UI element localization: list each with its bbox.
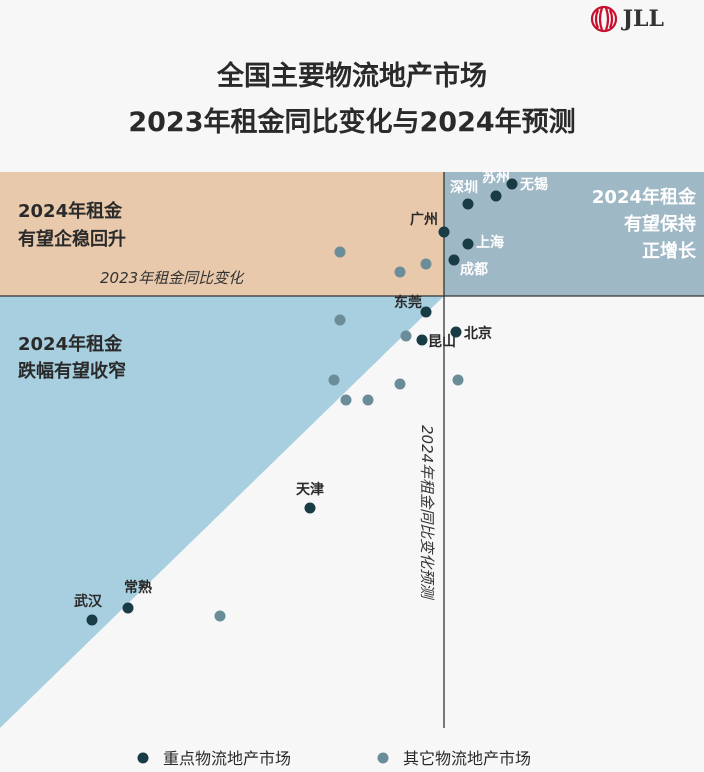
quadrant-label-stabilize-line2: 有望企稳回升: [18, 228, 126, 250]
jll-logo-mark-icon: [590, 5, 617, 33]
city-label: 天津: [296, 481, 324, 498]
legend-label: 重点物流地产市场: [163, 749, 291, 768]
other-market-point: [452, 374, 464, 386]
y-axis-label: 2024年租金同比变化预测: [418, 425, 436, 601]
quadrant-label-decline: 2024年租金 跌幅有望收窄: [18, 333, 126, 382]
key-market-point: [506, 178, 518, 190]
other-market-point: [400, 330, 412, 342]
key-market-point: [416, 334, 428, 346]
key-market-point: [462, 238, 474, 250]
city-label: 苏州: [482, 169, 510, 186]
key-market-point: [448, 254, 460, 266]
quadrant-label-decline-line2: 跌幅有望收窄: [18, 360, 126, 382]
quadrant-label-positive: 2024年租金 有望保持 正增长: [592, 186, 697, 262]
city-label: 上海: [476, 234, 504, 251]
legend-swatch: [377, 752, 389, 764]
chart-legend: 重点物流地产市场 其它物流地产市场: [137, 749, 531, 768]
jll-logo: JLL: [589, 5, 664, 33]
city-label: 常熟: [124, 579, 152, 596]
chart-title-line2: 2023年租金同比变化与2024年预测: [128, 107, 576, 138]
key-market-point: [122, 602, 134, 614]
key-market-point: [462, 198, 474, 210]
other-market-point: [328, 374, 340, 386]
key-market-point: [304, 502, 316, 514]
other-market-point: [334, 314, 346, 326]
key-market-point: [420, 306, 432, 318]
quadrant-label-positive-line1: 2024年租金: [592, 186, 697, 208]
city-label: 东莞: [394, 294, 422, 311]
other-market-point: [362, 394, 374, 406]
legend-swatch: [137, 752, 149, 764]
other-market-point: [340, 394, 352, 406]
quadrant-label-stabilize-line1: 2024年租金: [18, 200, 123, 222]
legend-label: 其它物流地产市场: [403, 749, 531, 768]
quadrant-label-decline-line1: 2024年租金: [18, 333, 123, 355]
quadrant-label-positive-line2: 有望保持: [624, 213, 696, 235]
other-market-point: [394, 378, 406, 390]
key-market-point: [490, 190, 502, 202]
other-market-point: [394, 266, 406, 278]
chart-title-line1: 全国主要物流地产市场: [217, 61, 487, 92]
city-label: 广州: [410, 211, 438, 228]
city-label: 昆山: [428, 334, 456, 350]
x-axis-label: 2023年租金同比变化: [100, 269, 245, 287]
city-label: 无锡: [519, 176, 548, 193]
key-market-point: [438, 226, 450, 238]
city-label: 武汉: [74, 593, 103, 610]
other-market-point: [214, 610, 226, 622]
quadrant-label-positive-line3: 正增长: [642, 240, 697, 262]
region-stabilize: [0, 172, 444, 296]
other-market-point: [420, 258, 432, 270]
city-label: 成都: [460, 261, 488, 278]
region-positive-growth: [444, 172, 704, 296]
jll-logo-text: JLL: [622, 6, 664, 32]
quadrant-label-stabilize: 2024年租金 有望企稳回升: [18, 200, 126, 250]
city-label: 北京: [464, 325, 492, 342]
other-market-point: [334, 246, 346, 258]
key-market-point: [86, 614, 98, 626]
key-market-point: [450, 326, 462, 338]
region-decline-narrowing: [0, 296, 444, 728]
city-label: 深圳: [450, 179, 478, 196]
